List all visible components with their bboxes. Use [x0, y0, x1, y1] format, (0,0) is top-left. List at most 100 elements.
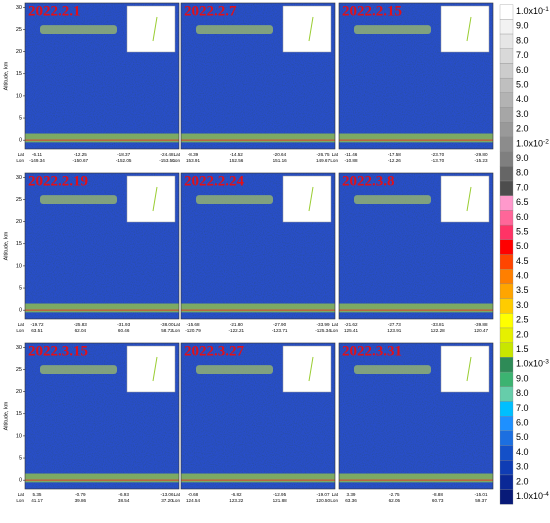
lat-value: -17.58 [388, 152, 401, 157]
colorbar-swatch [499, 136, 514, 152]
colorbar-label-base: 3.0 [516, 300, 529, 310]
panel-frame [180, 342, 336, 490]
high-cloud [196, 195, 273, 204]
lon-value: -120.79 [185, 328, 201, 333]
panel-date: 2022.2.19 [28, 174, 88, 190]
inset-map [126, 345, 176, 393]
colorbar-label-base: 3.0 [516, 109, 529, 119]
lon-value: 125.41 [344, 328, 358, 333]
colorbar-label: 4.0 [516, 271, 529, 281]
lon-value: 62.05 [389, 498, 401, 503]
lon-value: 58.72 [161, 328, 173, 333]
colorbar-label: 5.5 [516, 227, 529, 237]
surface-band [339, 133, 493, 143]
lat-value: -19.72 [30, 322, 43, 327]
inset-track [466, 186, 472, 212]
colorbar-label-base: 2.0 [516, 330, 529, 340]
lon-label: Lon [16, 498, 24, 503]
colorbar-label-base: 7.0 [516, 50, 529, 60]
lat-value: -29.80 [474, 152, 487, 157]
colorbar-label-base: 1.5 [516, 344, 529, 354]
lon-value: 124.54 [186, 498, 200, 503]
y-tick-label: 20 [16, 389, 22, 395]
lon-label: Lon [16, 158, 24, 163]
inset-map [282, 345, 332, 393]
lon-value: 62.04 [75, 328, 87, 333]
surface-line [339, 479, 493, 481]
colorbar-swatch [499, 92, 514, 108]
panel-frame [338, 2, 494, 150]
colorbar-label: 2.0 [516, 330, 529, 340]
lon-value: -149.34 [29, 158, 45, 163]
surface-band [181, 133, 335, 143]
lat-value: -24.48 [160, 152, 173, 157]
lon-label: Lon [172, 328, 180, 333]
lat-value: -18.37 [117, 152, 130, 157]
lon-value: 153.91 [186, 158, 200, 163]
lon-value: -123.71 [272, 328, 288, 333]
colorbar-swatch [499, 239, 514, 255]
colorbar-label: 6.0 [516, 418, 529, 428]
colorbar-label: 8.0 [516, 36, 529, 46]
colorbar-label: 3.0 [516, 300, 529, 310]
colorbar-label: 8.0 [516, 168, 529, 178]
colorbar-swatch [499, 445, 514, 461]
lat-value: -6.93 [118, 492, 129, 497]
lat-label: Lat [332, 322, 339, 327]
lat-value: -12.95 [273, 492, 286, 497]
colorbar-label: 1.0x10-3 [516, 358, 549, 369]
lat-value: -0.68 [188, 492, 199, 497]
lon-value: -153.50 [159, 158, 175, 163]
colorbar-label-base: 6.0 [516, 212, 529, 222]
colorbar-label: 7.0 [516, 403, 529, 413]
lon-value: -13.70 [431, 158, 444, 163]
colorbar-swatch [499, 195, 514, 211]
colorbar-label: 6.0 [516, 65, 529, 75]
inset-map [440, 345, 490, 393]
inset-map [440, 175, 490, 223]
lon-value: 151.16 [273, 158, 287, 163]
lon-value: 152.56 [229, 158, 243, 163]
surface-line [25, 139, 179, 141]
surface-line [181, 139, 335, 141]
panel: 2022.2.24LatLon-15.68-120.79-21.80-122.2… [172, 172, 336, 333]
inset-track [308, 186, 314, 212]
lat-label: Lat [18, 152, 25, 157]
colorbar-label-base: 4.0 [516, 271, 529, 281]
y-axis-label: Altitude, km [3, 231, 9, 260]
colorbar-label: 7.0 [516, 50, 529, 60]
lon-label: Lon [172, 158, 180, 163]
y-tick-label: 20 [16, 49, 22, 55]
surface-band [339, 473, 493, 483]
colorbar-swatch [499, 210, 514, 226]
lat-label: Lat [18, 492, 25, 497]
colorbar-swatch [499, 474, 514, 490]
surface-line [181, 309, 335, 311]
surface-line [339, 139, 493, 141]
y-tick-label: 25 [16, 27, 22, 33]
colorbar-label-base: 2.0 [516, 124, 529, 134]
y-tick-label: 15 [16, 71, 22, 77]
panel-frame [180, 2, 336, 150]
panel-date: 2022.2.7 [184, 4, 237, 20]
colorbar-label-base: 7.0 [516, 403, 529, 413]
lon-value: 59.37 [475, 498, 487, 503]
lon-value: 120.50 [316, 498, 330, 503]
lon-value: 60.46 [118, 328, 130, 333]
lon-label: Lon [16, 328, 24, 333]
inset-map [282, 5, 332, 53]
surface-band [181, 473, 335, 483]
lat-value: -15.68 [186, 322, 199, 327]
panel-frame [338, 342, 494, 490]
colorbar-label: 8.0 [516, 388, 529, 398]
lon-value: 63.51 [31, 328, 43, 333]
colorbar-swatch [499, 430, 514, 446]
panel-date: 2022.3.31 [342, 344, 402, 360]
inset-track [152, 356, 158, 382]
lat-value: -13.06 [160, 492, 173, 497]
lat-value: -25.83 [74, 322, 87, 327]
colorbar-label-base: 3.5 [516, 286, 529, 296]
